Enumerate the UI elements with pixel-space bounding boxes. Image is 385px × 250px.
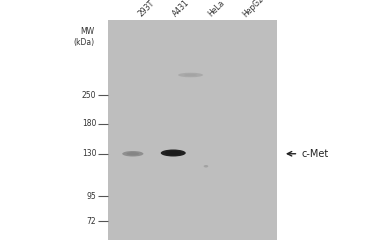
Ellipse shape — [184, 74, 197, 76]
Text: HepG2: HepG2 — [241, 0, 265, 19]
FancyBboxPatch shape — [108, 20, 277, 240]
Ellipse shape — [165, 151, 181, 155]
Text: 250: 250 — [82, 90, 96, 100]
Ellipse shape — [122, 151, 143, 156]
Text: 130: 130 — [82, 149, 96, 158]
Text: 72: 72 — [87, 217, 96, 226]
Text: 180: 180 — [82, 119, 96, 128]
Ellipse shape — [178, 73, 203, 77]
Ellipse shape — [161, 150, 186, 156]
Text: 95: 95 — [87, 192, 96, 201]
Text: c-Met: c-Met — [301, 149, 328, 159]
Text: A431: A431 — [171, 0, 192, 19]
Ellipse shape — [204, 165, 208, 168]
Text: HeLa: HeLa — [206, 0, 226, 19]
Text: MW
(kDa): MW (kDa) — [73, 28, 94, 47]
Ellipse shape — [126, 152, 139, 156]
Text: 293T: 293T — [137, 0, 157, 19]
